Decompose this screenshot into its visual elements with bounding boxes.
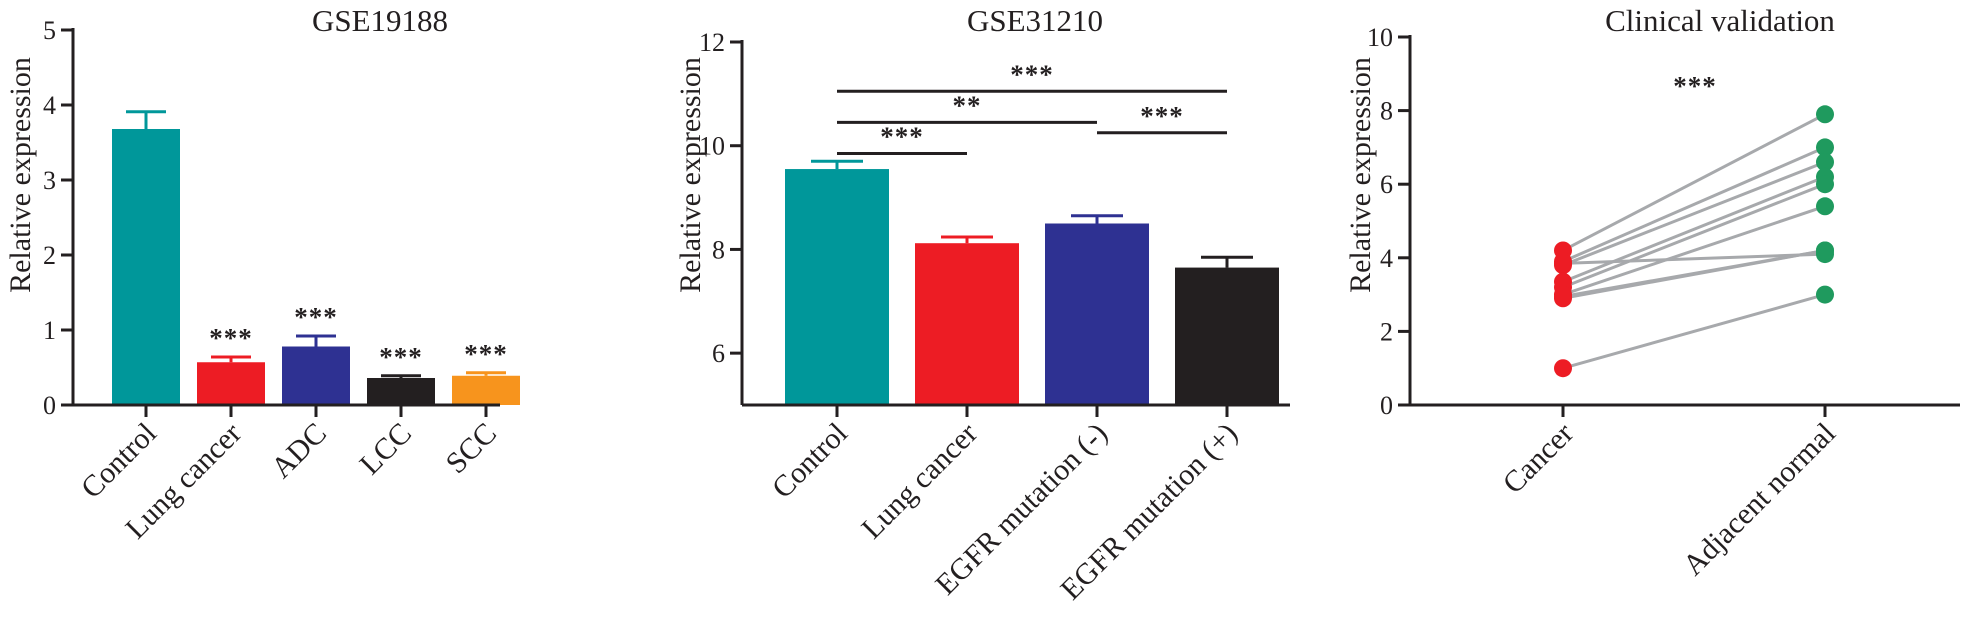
data-point [1554, 287, 1572, 306]
y-axis-label: Relative expression [1344, 57, 1377, 293]
significance-label: *** [379, 342, 423, 372]
x-tick-label: Adjacent normal [1677, 417, 1842, 582]
paired-line [1562, 248, 1826, 298]
y-tick-label: 2 [43, 241, 56, 270]
x-tick-label: Control [766, 417, 854, 505]
y-tick-label: 6 [1380, 170, 1393, 199]
y-axis-label: Relative expression [4, 57, 37, 293]
comparison-label: *** [880, 121, 924, 151]
bar [1175, 267, 1279, 405]
bar [1045, 223, 1149, 405]
paired-line [1562, 175, 1826, 284]
x-tick-label: LCC [353, 417, 418, 482]
x-tick-label: ADC [265, 417, 333, 485]
y-tick-label: 8 [712, 235, 725, 264]
y-axis: 0 1 2 3 4 5 [43, 16, 75, 420]
paired-line [1562, 160, 1826, 267]
bars: *** *** *** *** [112, 110, 520, 405]
y-tick-label: 0 [43, 391, 56, 420]
data-point [1816, 153, 1834, 172]
data-point [1816, 138, 1834, 157]
panel-clinical-validation: Clinical validation Relative expression … [1344, 3, 1960, 582]
bar [367, 378, 435, 405]
panel-title: GSE19188 [312, 3, 448, 38]
data-point [1816, 241, 1834, 260]
paired-line [1562, 204, 1826, 297]
bars [785, 159, 1279, 405]
x-tick-label: Lung cancer [855, 417, 984, 546]
comparison-brackets: *********** [837, 59, 1227, 155]
y-tick-label: 12 [699, 28, 725, 57]
significance-label: *** [294, 302, 338, 332]
points [1554, 105, 1834, 378]
y-tick-label: 4 [43, 91, 56, 120]
comparison-label: *** [1010, 59, 1054, 89]
bar [452, 375, 520, 405]
y-tick-label: 5 [43, 16, 56, 45]
data-point [1554, 359, 1572, 378]
data-point [1816, 105, 1834, 124]
y-axis: 6 8 10 12 [699, 28, 744, 405]
data-point [1816, 285, 1834, 304]
y-axis-label: Relative expression [674, 57, 707, 293]
bar [112, 129, 180, 405]
y-tick-label: 2 [1380, 317, 1393, 346]
y-tick-label: 10 [1367, 23, 1393, 52]
comparison-label: *** [1140, 101, 1184, 131]
paired-line [1562, 146, 1826, 263]
x-axis: Cancer Adjacent normal [1410, 403, 1960, 582]
paired-line [1562, 112, 1826, 252]
y-tick-label: 4 [1380, 244, 1393, 273]
y-tick-label: 0 [1380, 391, 1393, 420]
panel-title: Clinical validation [1605, 3, 1835, 38]
bar [282, 346, 350, 405]
x-tick-label: Cancer [1497, 417, 1580, 500]
y-tick-label: 6 [712, 339, 725, 368]
paired-line [1562, 252, 1826, 265]
panel-title: GSE31210 [967, 3, 1103, 38]
paired-lines [1562, 112, 1826, 370]
y-tick-label: 3 [43, 166, 56, 195]
y-tick-label: 10 [699, 132, 725, 161]
comparison-label: ** [953, 90, 982, 120]
significance-label: *** [464, 339, 508, 369]
bar [197, 362, 265, 405]
data-point [1554, 254, 1572, 273]
bar [785, 169, 889, 405]
x-tick-label: SCC [440, 417, 503, 480]
data-point [1816, 197, 1834, 216]
data-point [1816, 175, 1834, 194]
significance-label: *** [1673, 71, 1717, 101]
paired-line [1562, 182, 1826, 289]
y-tick-label: 8 [1380, 97, 1393, 126]
y-axis: 0 2 4 6 8 10 [1367, 23, 1412, 420]
bar [915, 243, 1019, 405]
significance-label: *** [209, 323, 253, 353]
y-tick-label: 1 [43, 316, 56, 345]
paired-line [1562, 293, 1826, 370]
